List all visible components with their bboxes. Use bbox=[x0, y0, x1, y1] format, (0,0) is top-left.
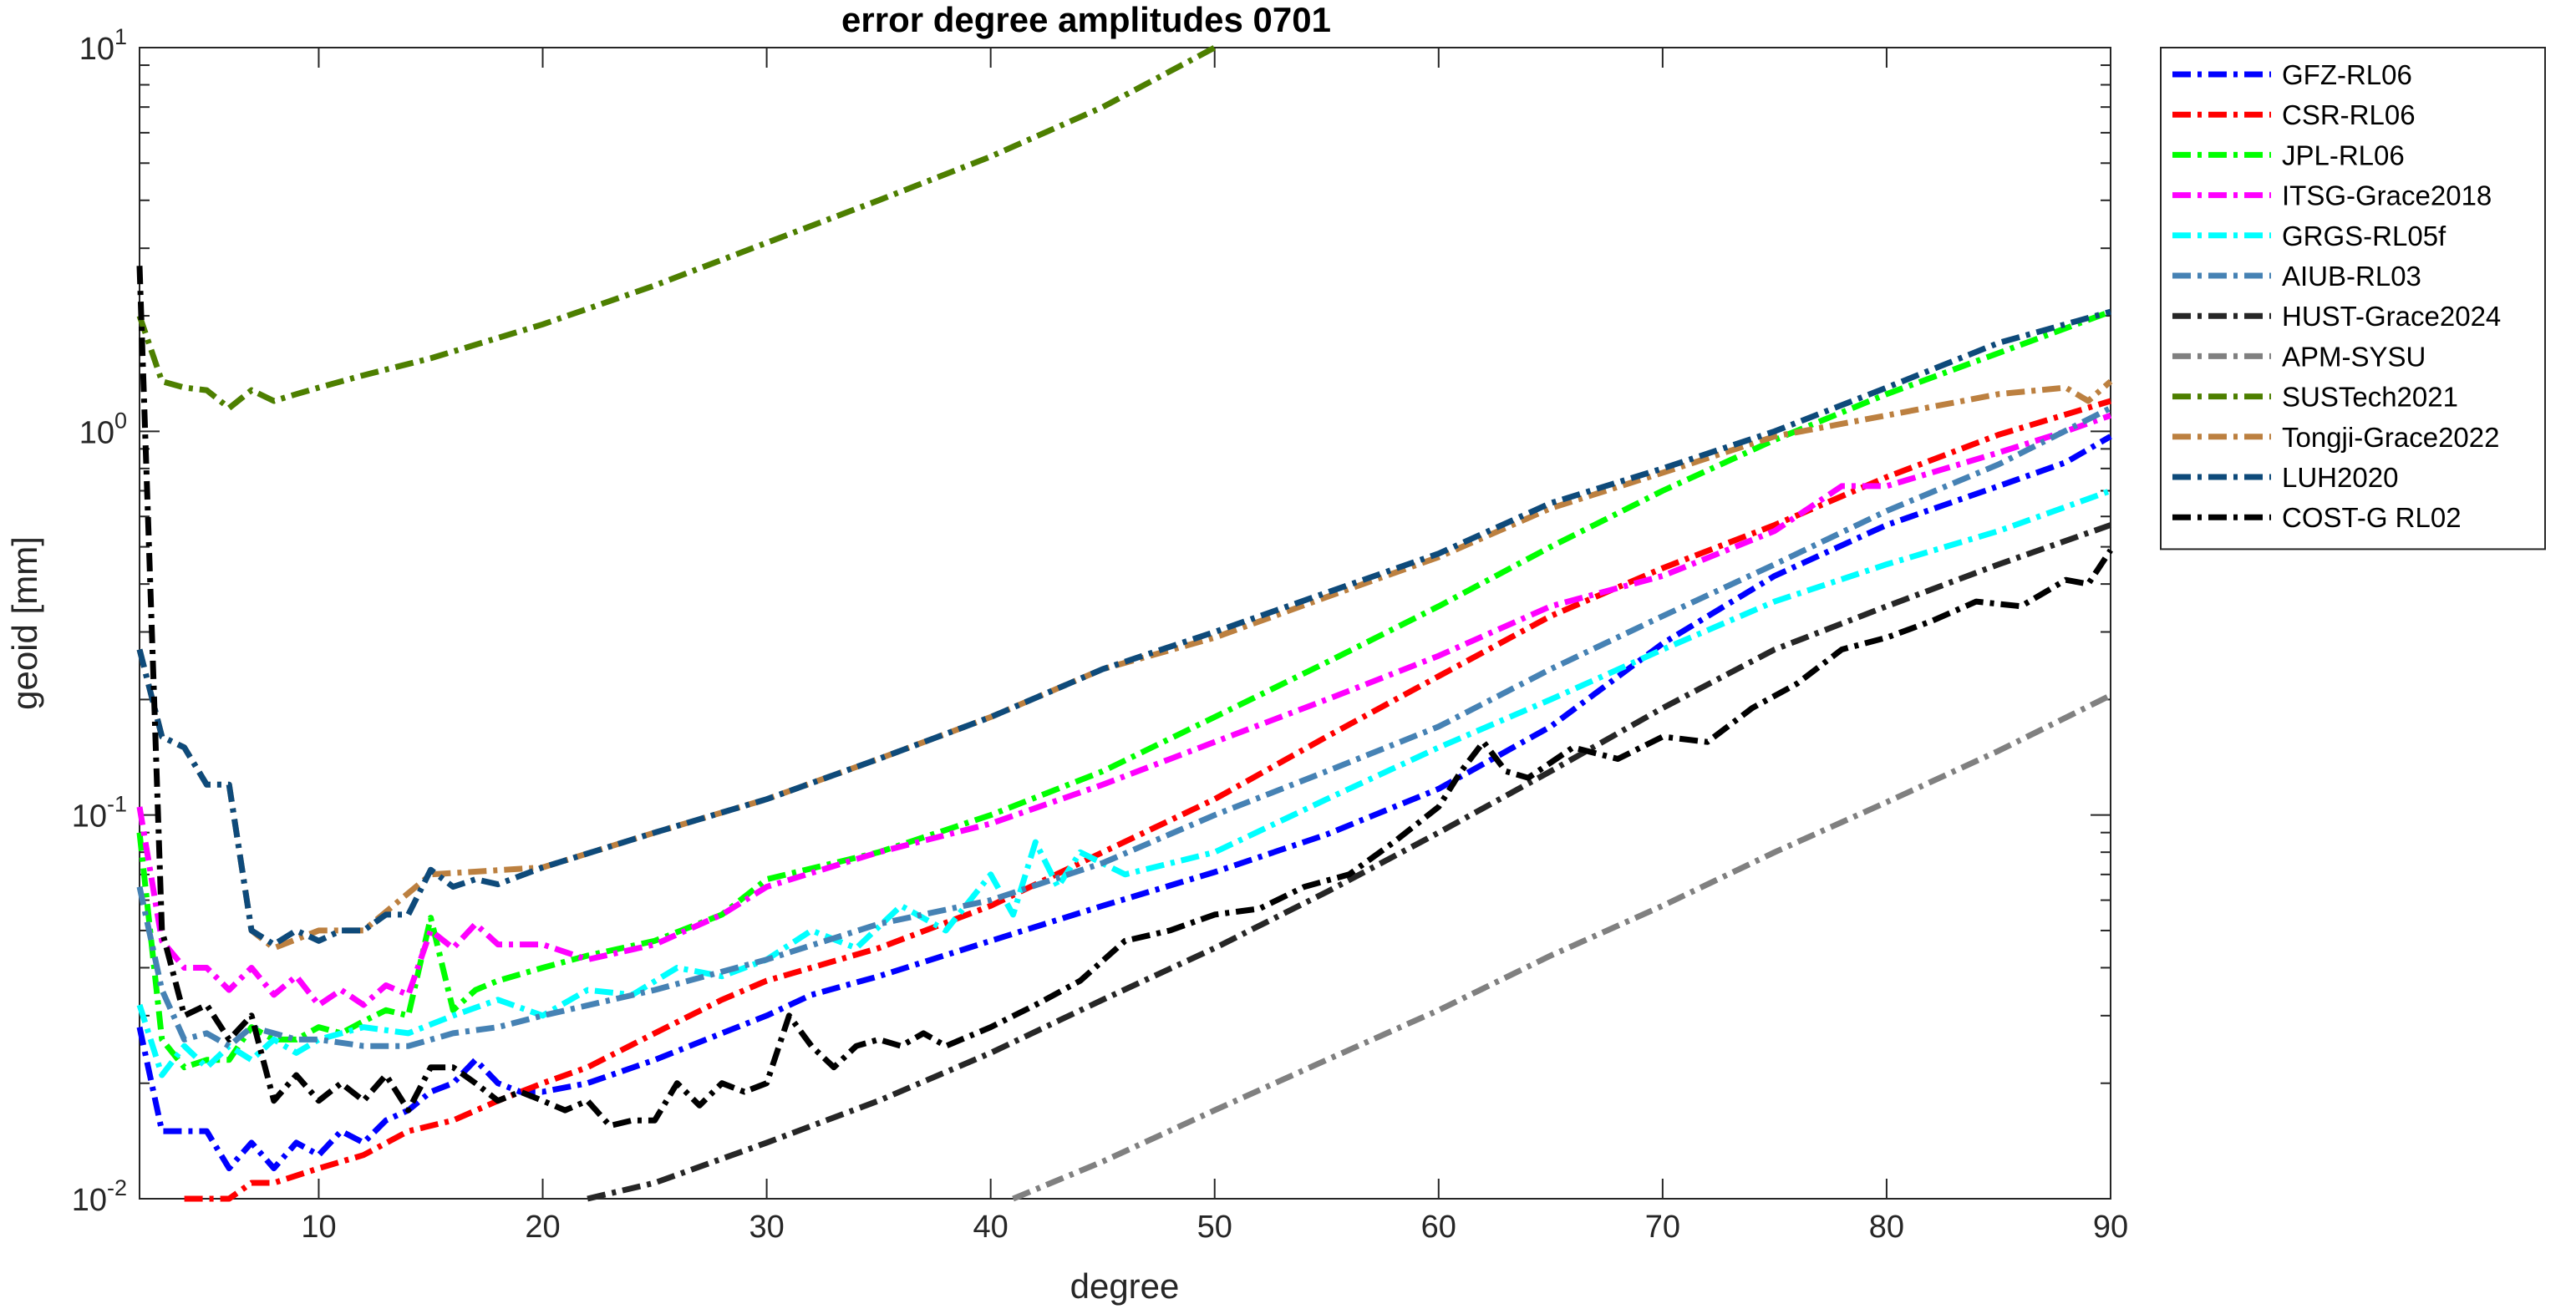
legend-entry: JPL-RL06 bbox=[2282, 140, 2405, 170]
legend-entry: LUH2020 bbox=[2282, 462, 2398, 493]
x-tick-label: 30 bbox=[749, 1210, 784, 1245]
series-line-6 bbox=[587, 522, 2112, 1202]
tick-labels: 10 20 30 40 50 60 70 80 90 10-2 10-1 100 101 bbox=[72, 24, 2128, 1245]
legend-entry: APM-SYSU bbox=[2282, 341, 2426, 372]
x-tick-label: 70 bbox=[1645, 1210, 1680, 1245]
x-axis-label: degree bbox=[1070, 1266, 1180, 1306]
y-tick-label: 10-1 bbox=[72, 792, 127, 835]
series-line-5 bbox=[136, 405, 2112, 1049]
y-tick-label: 10-2 bbox=[72, 1175, 127, 1218]
series-line-4 bbox=[136, 488, 2112, 1078]
legend-entry: Tongji-Grace2022 bbox=[2282, 422, 2500, 453]
series-line-7 bbox=[1012, 693, 2112, 1202]
x-tick-label: 60 bbox=[1421, 1210, 1456, 1245]
series-line-10 bbox=[136, 308, 2111, 948]
legend-entry: ITSG-Grace2018 bbox=[2282, 180, 2492, 211]
legend-entry: HUST-Grace2024 bbox=[2282, 301, 2501, 332]
series-line-1 bbox=[184, 398, 2112, 1202]
series-line-3 bbox=[136, 413, 2112, 1008]
x-tick-label: 80 bbox=[1869, 1210, 1904, 1245]
series-lines bbox=[136, 44, 2113, 1202]
legend-entry: CSR-RL06 bbox=[2282, 99, 2416, 130]
chart-title: error degree amplitudes 0701 bbox=[841, 0, 1331, 39]
y-axis-label: geoid [mm] bbox=[5, 536, 44, 710]
y-tick-label: 100 bbox=[79, 408, 127, 450]
x-tick-label: 10 bbox=[301, 1210, 336, 1245]
axis-ticks bbox=[140, 47, 2111, 1200]
legend-entry: GFZ-RL06 bbox=[2282, 59, 2412, 90]
legend-box bbox=[2160, 47, 2546, 550]
series-line-11 bbox=[136, 266, 2113, 1129]
legend-entry: COST-G RL02 bbox=[2282, 502, 2462, 533]
series-line-8 bbox=[136, 44, 1217, 411]
y-tick-label: 101 bbox=[79, 24, 127, 67]
x-tick-label: 50 bbox=[1197, 1210, 1232, 1245]
x-tick-label: 40 bbox=[973, 1210, 1009, 1245]
legend-entry: AIUB-RL03 bbox=[2282, 261, 2421, 292]
legend-entry: SUSTech2021 bbox=[2282, 382, 2458, 413]
legend-entry: GRGS-RL05f bbox=[2282, 221, 2446, 251]
x-tick-label: 20 bbox=[525, 1210, 560, 1245]
x-tick-label: 90 bbox=[2093, 1210, 2128, 1245]
series-line-0 bbox=[136, 434, 2112, 1172]
plot-area bbox=[139, 47, 2111, 1200]
legend: GFZ-RL06 CSR-RL06 JPL-RL06 ITSG-Grace2018 GR… bbox=[2160, 47, 2546, 550]
